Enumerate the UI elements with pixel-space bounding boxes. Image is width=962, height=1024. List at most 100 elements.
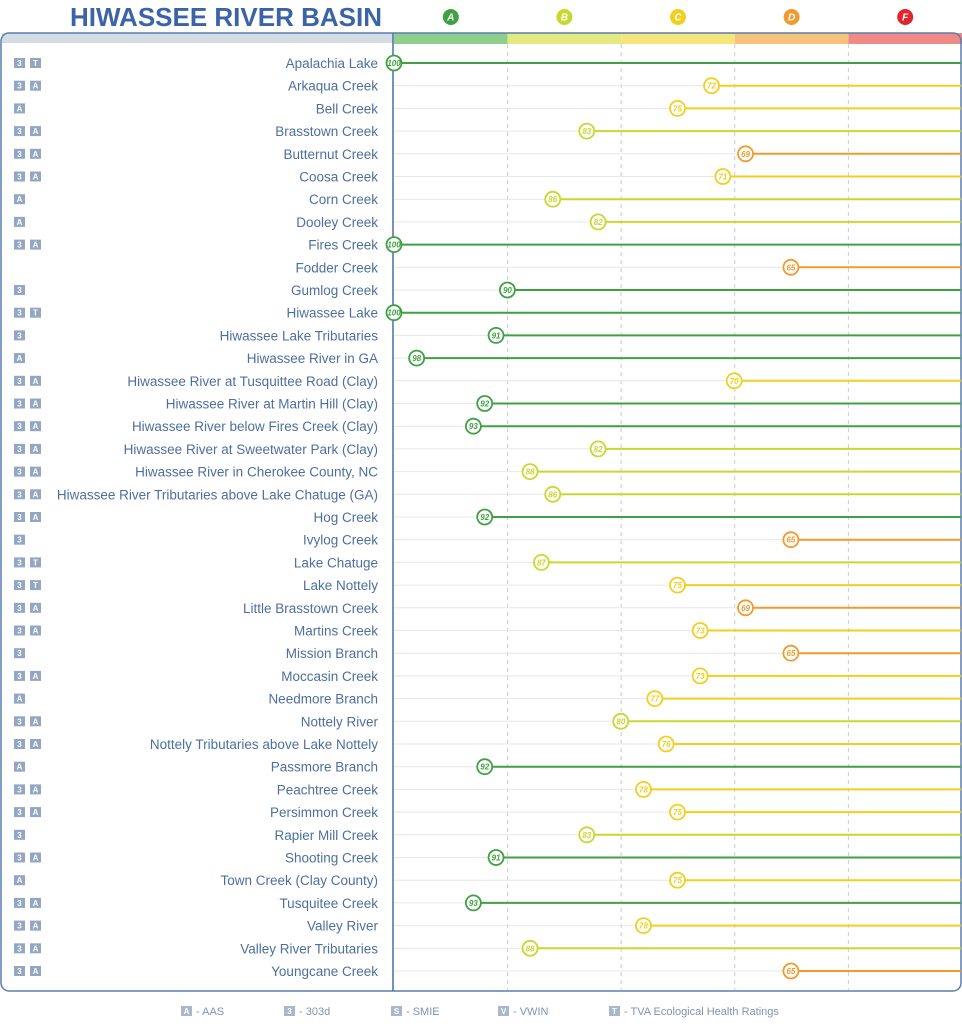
badge-label: T	[33, 558, 38, 567]
chart-rows: 3 T Apalachia Lake 100 3 A Arkaqua Creek 72 A Bel…	[14, 54, 961, 980]
badge-label: A	[33, 490, 39, 499]
legend-item-label: - 303d	[299, 1006, 330, 1018]
badge-label: 3	[17, 331, 22, 340]
score-value: 83	[582, 127, 591, 136]
grade-band-b	[507, 33, 622, 44]
badge-303d	[14, 784, 25, 795]
score-value: 82	[594, 218, 603, 227]
badge-303d	[14, 739, 25, 749]
legend-badge-smie	[391, 1006, 402, 1016]
score-marker	[464, 894, 482, 912]
score-value: 78	[639, 785, 648, 794]
badge-label: 3	[17, 173, 22, 182]
badge-aas	[30, 398, 41, 409]
score-value: 69	[741, 604, 750, 613]
badge-aas	[30, 512, 41, 522]
badge-303d	[14, 443, 25, 454]
score-value: 98	[412, 354, 421, 363]
badge-label: 3	[17, 422, 22, 431]
row-label: Lake Nottely	[303, 578, 378, 593]
badge-label: 3	[17, 241, 22, 250]
score-marker	[408, 349, 426, 367]
row-label: Town Creek (Clay County)	[220, 873, 378, 888]
score-marker	[782, 644, 800, 662]
chart-title: HIWASSEE RIVER BASIN	[70, 2, 382, 32]
badge-label: A	[33, 513, 39, 522]
chart-row: 3 A Hiwassee River below Fires Creek (Clay…	[14, 417, 961, 435]
score-marker	[521, 939, 539, 957]
badge-label: A	[17, 695, 23, 704]
badge-303d	[14, 966, 25, 976]
row-label: Nottely Tributaries above Lake Nottely	[150, 737, 378, 752]
badge-303d	[14, 512, 25, 522]
row-label: Hiwassee River in Cherokee County, NC	[135, 465, 378, 480]
row-label: Fires Creek	[308, 238, 378, 253]
badge-label: A	[33, 241, 39, 250]
score-value: 88	[526, 468, 535, 477]
score-value: 93	[469, 422, 478, 431]
score-value: 75	[673, 876, 682, 885]
row-label: Apalachia Lake	[286, 56, 378, 71]
badge-label: A	[17, 876, 23, 885]
badge-303d	[14, 716, 25, 727]
chart-row: 3 Rapier Mill Creek 83	[14, 826, 961, 844]
badge-label: 3	[17, 944, 22, 953]
badge-aas	[30, 920, 41, 931]
score-value: 75	[673, 808, 682, 817]
grade-circle-d	[783, 9, 800, 25]
row-label: Hiwassee River at Sweetwater Park (Clay)	[124, 442, 378, 457]
badge-label: A	[33, 173, 39, 182]
score-marker	[669, 100, 686, 117]
badge-303d	[14, 920, 25, 931]
badge-label: 3	[17, 672, 22, 681]
badge-label: A	[33, 808, 39, 817]
badge-label: A	[33, 127, 39, 136]
score-marker	[589, 213, 607, 231]
badge-aas	[30, 807, 41, 818]
chart-row: 3 A Hiwassee River at Sweetwater Park (Cla…	[14, 440, 961, 458]
score-value: 92	[480, 513, 489, 522]
badge-label: A	[33, 785, 39, 794]
chart-row: 3 A Butternut Creek 69	[14, 145, 961, 163]
badge-303d	[14, 80, 25, 91]
badge-aas	[30, 126, 41, 137]
row-label: Dooley Creek	[296, 215, 378, 230]
badge-label: 3	[17, 899, 22, 908]
badge-aas	[30, 716, 41, 727]
score-value: 75	[673, 104, 682, 113]
badge-label: 3	[17, 604, 22, 613]
chart-row: 3 A Hiwassee River Tributaries above Lake …	[14, 485, 961, 503]
score-marker	[589, 440, 607, 458]
badge-303d	[14, 171, 25, 182]
chart-row: 3 T Lake Nottely 75	[14, 576, 961, 594]
chart-row: 3 A Nottely River 80	[14, 712, 961, 730]
legend-item-label: - TVA Ecological Health Ratings	[624, 1006, 779, 1018]
chart-row: A Passmore Branch 92	[14, 758, 961, 776]
legend-badge-303d	[284, 1006, 295, 1016]
badge-303d	[14, 421, 25, 432]
score-value: 82	[594, 445, 603, 454]
badge-label: 3	[17, 59, 22, 68]
score-marker	[578, 122, 596, 140]
score-value: 100	[387, 309, 401, 318]
grade-circle-b	[556, 9, 573, 25]
score-value: 76	[662, 740, 671, 749]
score-value: 86	[548, 490, 557, 499]
chart-row: A Town Creek (Clay County) 75	[14, 871, 961, 889]
badge-303d	[14, 307, 25, 318]
badge-label: A	[33, 899, 39, 908]
badge-303d	[14, 648, 25, 659]
row-label: Hiwassee River at Tusquittee Road (Clay)	[127, 374, 378, 389]
badge-303d	[14, 580, 25, 591]
badge-label: 3	[17, 922, 22, 931]
badge-label: 3	[17, 286, 22, 295]
row-label: Arkaqua Creek	[288, 79, 378, 94]
chart-row: 3 A Persimmon Creek 75	[14, 803, 961, 821]
score-value: 65	[786, 263, 795, 272]
badge-303d	[14, 375, 25, 386]
badge-label: 3	[17, 513, 22, 522]
chart-row: A Needmore Branch 77	[14, 690, 961, 707]
chart-row: 3 Ivylog Creek 65	[14, 531, 961, 549]
score-marker	[737, 145, 754, 163]
